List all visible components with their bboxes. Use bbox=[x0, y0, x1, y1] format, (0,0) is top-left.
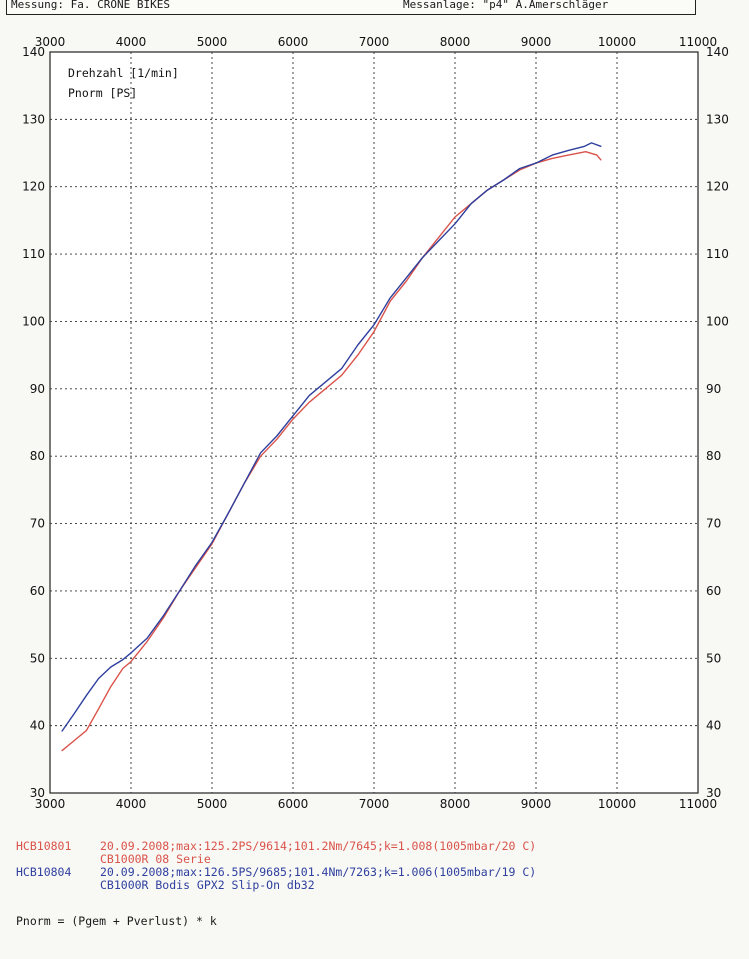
series bbox=[61, 142, 602, 752]
series-line-hcb10804 bbox=[61, 142, 602, 732]
y-tick-label-left: 80 bbox=[30, 449, 45, 463]
y-tick-label-right: 50 bbox=[706, 651, 721, 665]
x-tick-label-bottom: 10000 bbox=[598, 797, 636, 811]
x-tick-label-top: 7000 bbox=[359, 35, 390, 49]
y-tick-label-left: 100 bbox=[22, 314, 45, 328]
x-tick-label-top: 3000 bbox=[35, 35, 66, 49]
x-tick-label-top: 8000 bbox=[440, 35, 471, 49]
y-tick-label-right: 40 bbox=[706, 719, 721, 733]
tick-labels: 3000 3000 4000 4000 5000 5000 6000 6000 7000 7000… bbox=[22, 35, 729, 811]
y-tick-label-left: 90 bbox=[30, 382, 45, 396]
legend-id: HCB10804 bbox=[16, 865, 72, 879]
x-tick-label-bottom: 8000 bbox=[440, 797, 471, 811]
legend-entry: HCB10804 20.09.2008;max:126.5PS/9685;101… bbox=[16, 866, 536, 892]
x-axis-label: Drehzahl [1/min] bbox=[68, 66, 179, 80]
x-tick-label-bottom: 4000 bbox=[116, 797, 147, 811]
legend: HCB10801 20.09.2008;max:125.2PS/9614;101… bbox=[16, 840, 536, 892]
y-tick-label-left: 120 bbox=[22, 180, 45, 194]
legend-description: CB1000R Bodis GPX2 Slip-On db32 bbox=[100, 878, 315, 892]
legend-details: 20.09.2008;max:125.2PS/9614;101.2Nm/7645… bbox=[100, 839, 537, 853]
y-tick-label-left: 60 bbox=[30, 584, 45, 598]
y-tick-label-right: 100 bbox=[706, 314, 729, 328]
y-tick-label-right: 140 bbox=[706, 45, 729, 59]
formula-text: Pnorm = (Pgem + Pverlust) * k bbox=[16, 914, 217, 928]
x-tick-label-top: 9000 bbox=[521, 35, 552, 49]
x-tick-label-top: 5000 bbox=[197, 35, 228, 49]
y-tick-label-left: 40 bbox=[30, 719, 45, 733]
x-tick-label-top: 6000 bbox=[278, 35, 309, 49]
x-tick-label-top: 11000 bbox=[679, 35, 717, 49]
y-tick-label-right: 90 bbox=[706, 382, 721, 396]
x-tick-label-top: 4000 bbox=[116, 35, 147, 49]
legend-details: 20.09.2008;max:126.5PS/9685;101.4Nm/7263… bbox=[100, 865, 537, 879]
x-tick-label-top: 10000 bbox=[598, 35, 636, 49]
measurement-label: Messung: Fa. CRONE BIKES bbox=[11, 0, 170, 11]
x-tick-label-bottom: 6000 bbox=[278, 797, 309, 811]
legend-entry: HCB10801 20.09.2008;max:125.2PS/9614;101… bbox=[16, 840, 536, 866]
y-tick-label-left: 70 bbox=[30, 517, 45, 531]
header-box: Messung: Fa. CRONE BIKES Messanlage: "p4… bbox=[6, 0, 696, 15]
y-tick-label-left: 30 bbox=[30, 786, 45, 800]
y-tick-label-right: 80 bbox=[706, 449, 721, 463]
grid bbox=[50, 52, 698, 793]
measurement-system-label: Messanlage: "p4" A.Amerschläger bbox=[403, 0, 609, 11]
y-tick-label-left: 140 bbox=[22, 45, 45, 59]
series-line-hcb10801 bbox=[61, 151, 602, 752]
y-tick-label-right: 130 bbox=[706, 112, 729, 126]
y-tick-label-right: 120 bbox=[706, 180, 729, 194]
legend-description: CB1000R 08 Serie bbox=[100, 852, 211, 866]
x-tick-label-bottom: 7000 bbox=[359, 797, 390, 811]
y-tick-label-right: 60 bbox=[706, 584, 721, 598]
y-tick-label-left: 50 bbox=[30, 651, 45, 665]
x-tick-label-bottom: 11000 bbox=[679, 797, 717, 811]
y-tick-label-left: 130 bbox=[22, 112, 45, 126]
y-tick-label-right: 110 bbox=[706, 247, 729, 261]
y-tick-label-right: 70 bbox=[706, 517, 721, 531]
y-axis-label: Pnorm [PS] bbox=[68, 86, 137, 100]
y-tick-label-left: 110 bbox=[22, 247, 45, 261]
x-tick-label-bottom: 3000 bbox=[35, 797, 66, 811]
y-tick-label-right: 30 bbox=[706, 786, 721, 800]
legend-id: HCB10801 bbox=[16, 839, 72, 853]
x-tick-label-bottom: 5000 bbox=[197, 797, 228, 811]
x-tick-label-bottom: 9000 bbox=[521, 797, 552, 811]
power-chart: 3000 3000 4000 4000 5000 5000 6000 6000 7000 7000… bbox=[22, 35, 729, 811]
